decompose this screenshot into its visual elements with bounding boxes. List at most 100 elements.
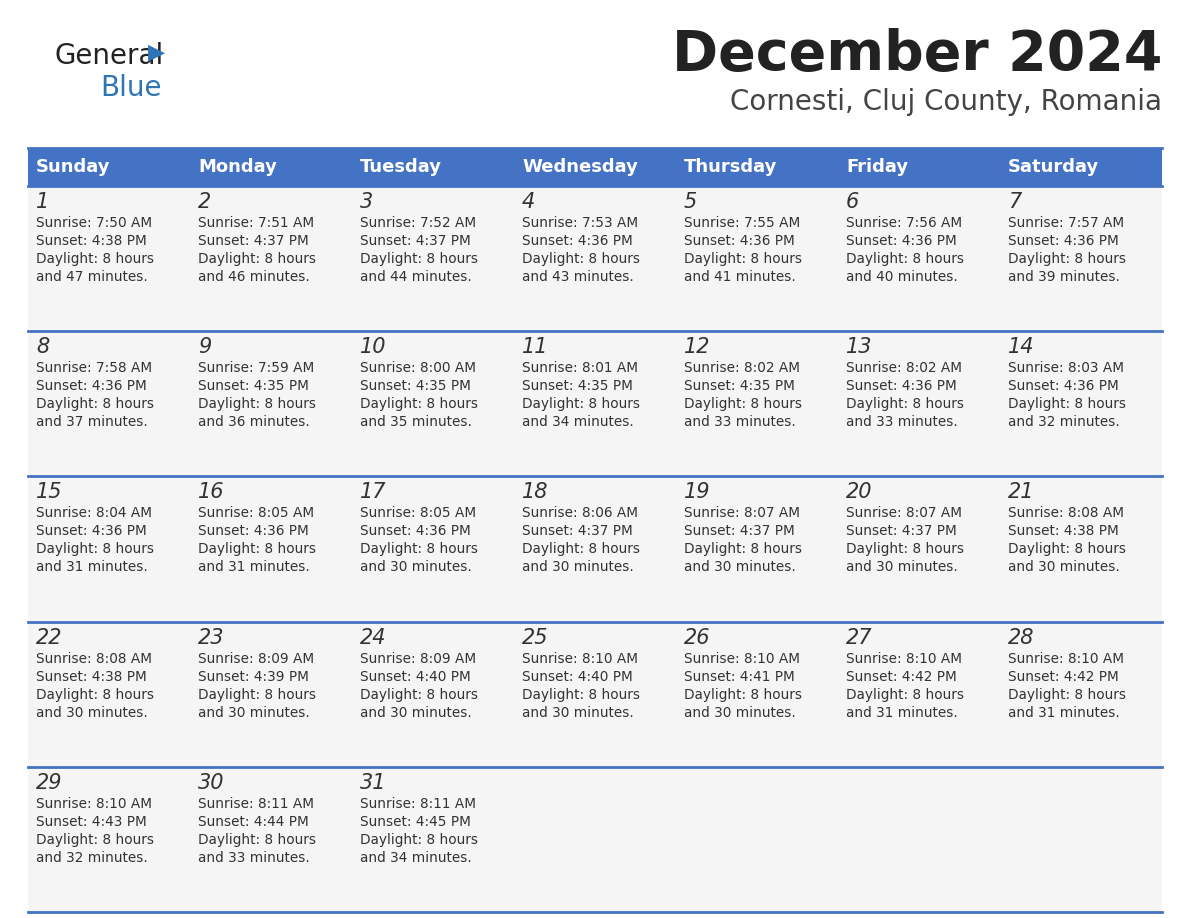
Text: Sunset: 4:37 PM: Sunset: 4:37 PM <box>846 524 956 538</box>
Text: 12: 12 <box>684 337 710 357</box>
Bar <box>1000 621 1162 767</box>
Bar <box>29 476 190 621</box>
Bar <box>514 767 676 912</box>
Bar <box>352 767 514 912</box>
Bar <box>352 621 514 767</box>
Text: 7: 7 <box>1007 192 1022 212</box>
Bar <box>514 476 676 621</box>
Text: Cornesti, Cluj County, Romania: Cornesti, Cluj County, Romania <box>729 88 1162 116</box>
Text: 21: 21 <box>1007 482 1035 502</box>
Text: and 36 minutes.: and 36 minutes. <box>198 415 310 430</box>
Text: Daylight: 8 hours: Daylight: 8 hours <box>360 543 478 556</box>
Text: Daylight: 8 hours: Daylight: 8 hours <box>36 833 154 846</box>
Bar <box>352 331 514 476</box>
Text: Sunrise: 7:55 AM: Sunrise: 7:55 AM <box>684 216 801 230</box>
Text: Saturday: Saturday <box>1007 158 1099 176</box>
Text: Daylight: 8 hours: Daylight: 8 hours <box>198 397 316 411</box>
Bar <box>676 767 838 912</box>
Text: Sunset: 4:42 PM: Sunset: 4:42 PM <box>1007 669 1119 684</box>
Text: Daylight: 8 hours: Daylight: 8 hours <box>846 688 963 701</box>
Bar <box>676 621 838 767</box>
Text: Sunset: 4:36 PM: Sunset: 4:36 PM <box>684 234 795 248</box>
Text: Sunset: 4:36 PM: Sunset: 4:36 PM <box>1007 379 1119 393</box>
Text: Sunrise: 8:02 AM: Sunrise: 8:02 AM <box>846 361 962 375</box>
Text: Sunrise: 8:05 AM: Sunrise: 8:05 AM <box>198 507 314 521</box>
Text: Sunset: 4:38 PM: Sunset: 4:38 PM <box>36 669 147 684</box>
Text: Daylight: 8 hours: Daylight: 8 hours <box>198 543 316 556</box>
Text: Daylight: 8 hours: Daylight: 8 hours <box>1007 252 1126 266</box>
Bar <box>1000 767 1162 912</box>
Text: Sunset: 4:45 PM: Sunset: 4:45 PM <box>360 815 470 829</box>
Text: Daylight: 8 hours: Daylight: 8 hours <box>684 543 802 556</box>
Bar <box>29 621 190 767</box>
Bar <box>676 331 838 476</box>
Text: and 33 minutes.: and 33 minutes. <box>198 851 310 865</box>
Text: 10: 10 <box>360 337 386 357</box>
Text: Sunrise: 7:58 AM: Sunrise: 7:58 AM <box>36 361 152 375</box>
Text: Friday: Friday <box>846 158 908 176</box>
Bar <box>29 767 190 912</box>
Text: Wednesday: Wednesday <box>522 158 638 176</box>
Text: Sunset: 4:35 PM: Sunset: 4:35 PM <box>522 379 633 393</box>
Text: and 30 minutes.: and 30 minutes. <box>846 560 958 575</box>
Text: Sunrise: 8:07 AM: Sunrise: 8:07 AM <box>846 507 962 521</box>
Text: Sunset: 4:38 PM: Sunset: 4:38 PM <box>36 234 147 248</box>
Text: Sunset: 4:41 PM: Sunset: 4:41 PM <box>684 669 795 684</box>
Text: Daylight: 8 hours: Daylight: 8 hours <box>1007 543 1126 556</box>
Text: Sunrise: 8:10 AM: Sunrise: 8:10 AM <box>36 797 152 811</box>
Bar <box>352 186 514 331</box>
Bar <box>514 621 676 767</box>
Text: 29: 29 <box>36 773 63 793</box>
Bar <box>190 148 352 186</box>
Text: Daylight: 8 hours: Daylight: 8 hours <box>684 252 802 266</box>
Text: 4: 4 <box>522 192 536 212</box>
Text: and 30 minutes.: and 30 minutes. <box>360 560 472 575</box>
Text: Sunset: 4:44 PM: Sunset: 4:44 PM <box>198 815 309 829</box>
Text: 30: 30 <box>198 773 225 793</box>
Text: Daylight: 8 hours: Daylight: 8 hours <box>198 688 316 701</box>
Text: Sunrise: 8:09 AM: Sunrise: 8:09 AM <box>360 652 476 666</box>
Text: Sunset: 4:40 PM: Sunset: 4:40 PM <box>360 669 470 684</box>
Text: Sunrise: 8:11 AM: Sunrise: 8:11 AM <box>360 797 476 811</box>
Text: Sunset: 4:43 PM: Sunset: 4:43 PM <box>36 815 147 829</box>
Text: Daylight: 8 hours: Daylight: 8 hours <box>360 252 478 266</box>
Text: Monday: Monday <box>198 158 277 176</box>
Text: and 32 minutes.: and 32 minutes. <box>36 851 147 865</box>
Bar <box>352 148 514 186</box>
Text: Sunset: 4:36 PM: Sunset: 4:36 PM <box>36 379 147 393</box>
Text: 14: 14 <box>1007 337 1035 357</box>
Text: 8: 8 <box>36 337 49 357</box>
Text: Daylight: 8 hours: Daylight: 8 hours <box>684 397 802 411</box>
Text: 16: 16 <box>198 482 225 502</box>
Text: Sunrise: 8:10 AM: Sunrise: 8:10 AM <box>522 652 638 666</box>
Text: and 30 minutes.: and 30 minutes. <box>684 560 796 575</box>
Bar <box>29 186 190 331</box>
Text: and 43 minutes.: and 43 minutes. <box>522 270 633 284</box>
Text: Daylight: 8 hours: Daylight: 8 hours <box>360 833 478 846</box>
Text: Daylight: 8 hours: Daylight: 8 hours <box>684 688 802 701</box>
Text: Daylight: 8 hours: Daylight: 8 hours <box>36 252 154 266</box>
Text: Sunrise: 8:04 AM: Sunrise: 8:04 AM <box>36 507 152 521</box>
Text: General: General <box>55 42 164 70</box>
Text: and 31 minutes.: and 31 minutes. <box>1007 706 1120 720</box>
Text: and 34 minutes.: and 34 minutes. <box>360 851 472 865</box>
Bar <box>190 476 352 621</box>
Text: Sunset: 4:40 PM: Sunset: 4:40 PM <box>522 669 633 684</box>
Text: Sunset: 4:42 PM: Sunset: 4:42 PM <box>846 669 956 684</box>
Text: ▶: ▶ <box>148 42 165 62</box>
Text: 27: 27 <box>846 628 872 647</box>
Bar <box>676 186 838 331</box>
Text: Sunrise: 8:09 AM: Sunrise: 8:09 AM <box>198 652 314 666</box>
Text: Sunset: 4:36 PM: Sunset: 4:36 PM <box>360 524 470 538</box>
Text: Daylight: 8 hours: Daylight: 8 hours <box>1007 688 1126 701</box>
Text: and 40 minutes.: and 40 minutes. <box>846 270 958 284</box>
Text: 11: 11 <box>522 337 549 357</box>
Text: Sunrise: 8:00 AM: Sunrise: 8:00 AM <box>360 361 476 375</box>
Text: Daylight: 8 hours: Daylight: 8 hours <box>36 397 154 411</box>
Text: and 30 minutes.: and 30 minutes. <box>36 706 147 720</box>
Bar <box>514 186 676 331</box>
Text: 13: 13 <box>846 337 872 357</box>
Text: 31: 31 <box>360 773 386 793</box>
Text: Daylight: 8 hours: Daylight: 8 hours <box>198 833 316 846</box>
Text: Sunrise: 7:56 AM: Sunrise: 7:56 AM <box>846 216 962 230</box>
